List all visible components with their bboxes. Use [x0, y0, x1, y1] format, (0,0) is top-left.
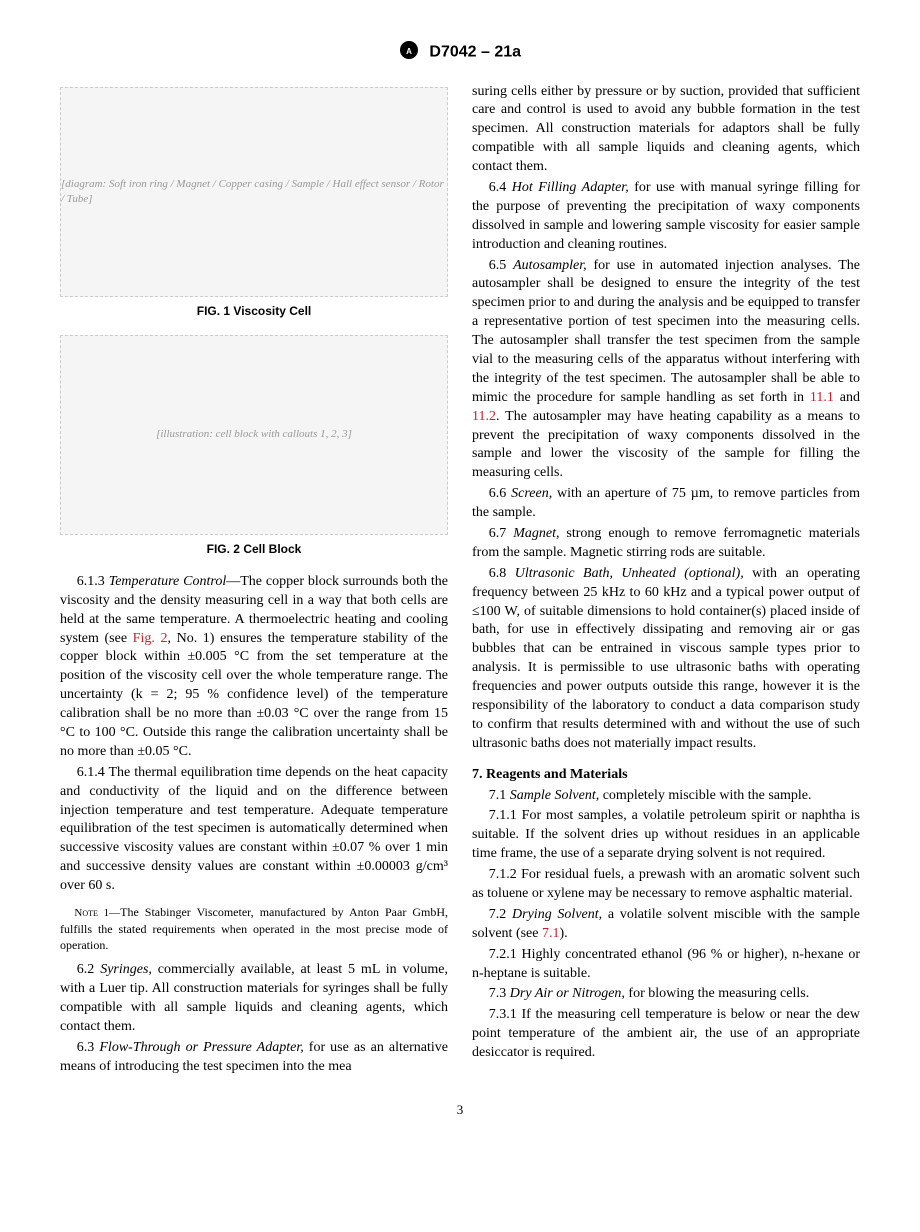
para-6-5: 6.5 Autosampler, for use in automated in… — [472, 257, 860, 484]
figure-1: [diagram: Soft iron ring / Magnet / Copp… — [60, 87, 448, 319]
section-7-heading: 7. Reagents and Materials — [472, 766, 860, 785]
para-7-1: 7.1 Sample Solvent, completely miscible … — [472, 787, 860, 806]
figure-1-image: [diagram: Soft iron ring / Magnet / Copp… — [60, 87, 448, 297]
designation: D7042 – 21a — [429, 43, 521, 60]
page-number: 3 — [60, 1101, 860, 1119]
note-1: Note 1—The Stabinger Viscometer, manufac… — [60, 904, 448, 953]
para-7-2: 7.2 Drying Solvent, a volatile solvent m… — [472, 906, 860, 944]
link-11-1[interactable]: 11.1 — [810, 390, 834, 405]
para-6-1-4: 6.1.4 The thermal equilibration time dep… — [60, 764, 448, 896]
para-6-7: 6.7 Magnet, strong enough to remove ferr… — [472, 525, 860, 563]
para-6-6: 6.6 Screen, with an aperture of 75 µm, t… — [472, 485, 860, 523]
figure-2-caption: FIG. 2 Cell Block — [60, 541, 448, 557]
link-7-1[interactable]: 7.1 — [542, 926, 560, 941]
astm-logo-icon: A — [399, 40, 419, 65]
para-7-1-2: 7.1.2 For residual fuels, a prewash with… — [472, 866, 860, 904]
figure-2: [illustration: cell block with callouts … — [60, 335, 448, 557]
figure-2-image: [illustration: cell block with callouts … — [60, 335, 448, 535]
para-6-4: 6.4 Hot Filling Adapter, for use with ma… — [472, 179, 860, 255]
para-6-1-3: 6.1.3 Temperature Control—The copper blo… — [60, 573, 448, 762]
para-7-1-1: 7.1.1 For most samples, a volatile petro… — [472, 807, 860, 864]
para-7-3-1: 7.3.1 If the measuring cell temperature … — [472, 1006, 860, 1063]
para-6-3: 6.3 Flow-Through or Pressure Adapter, fo… — [60, 1039, 448, 1077]
link-fig2[interactable]: Fig. 2 — [133, 631, 168, 646]
para-6-3-cont: suring cells either by pressure or by su… — [472, 83, 860, 177]
para-6-8: 6.8 Ultrasonic Bath, Unheated (optional)… — [472, 565, 860, 754]
figure-1-caption: FIG. 1 Viscosity Cell — [60, 303, 448, 319]
svg-text:A: A — [406, 47, 412, 56]
para-7-2-1: 7.2.1 Highly concentrated ethanol (96 % … — [472, 946, 860, 984]
document-header: A D7042 – 21a — [60, 40, 860, 65]
para-7-3: 7.3 Dry Air or Nitrogen, for blowing the… — [472, 985, 860, 1004]
para-6-2: 6.2 Syringes, commercially available, at… — [60, 961, 448, 1037]
link-11-2[interactable]: 11.2 — [472, 409, 496, 424]
